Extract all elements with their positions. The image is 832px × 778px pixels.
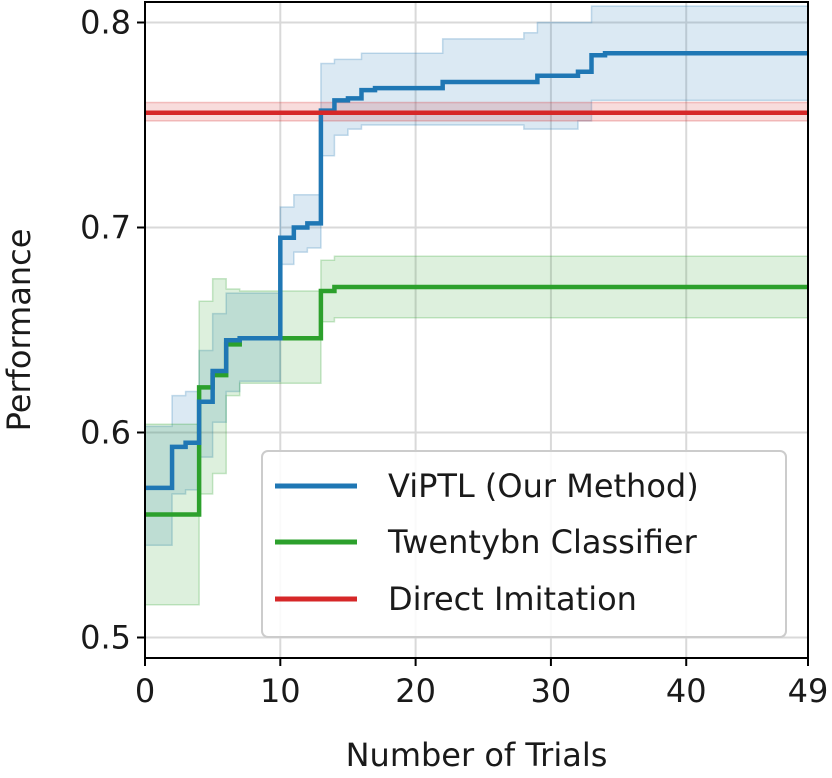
legend-label: Direct Imitation — [388, 580, 637, 618]
legend-box — [261, 450, 787, 638]
plot-frame — [144, 1, 809, 659]
y-tick-label: 0.5 — [80, 619, 131, 657]
line-viptl-our-method — [145, 51, 808, 491]
axes — [144, 1, 809, 659]
x-tick-label: 49 — [788, 672, 829, 710]
x-tick-label: 40 — [666, 672, 707, 710]
y-tick-label: 0.7 — [80, 209, 131, 247]
line-twentybn-classifier — [145, 284, 808, 517]
x-tick-label: 10 — [260, 672, 301, 710]
legend: ViPTL (Our Method) Twentybn Classifier Dir… — [261, 450, 787, 638]
x-axis-ticks: 0 10 20 30 40 49 — [135, 658, 829, 710]
y-tick-label: 0.6 — [80, 414, 131, 452]
legend-label: ViPTL (Our Method) — [388, 467, 699, 505]
legend-label: Twentybn Classifier — [387, 523, 698, 561]
x-tick-label: 20 — [395, 672, 436, 710]
y-axis-ticks: 0.5 0.6 0.7 0.8 — [80, 4, 145, 657]
x-tick-label: 0 — [135, 672, 155, 710]
series-lines — [145, 51, 808, 517]
y-axis-title: Performance — [0, 229, 38, 432]
y-tick-label: 0.8 — [80, 4, 131, 42]
x-tick-label: 30 — [531, 672, 572, 710]
x-axis-title: Number of Trials — [346, 736, 608, 774]
